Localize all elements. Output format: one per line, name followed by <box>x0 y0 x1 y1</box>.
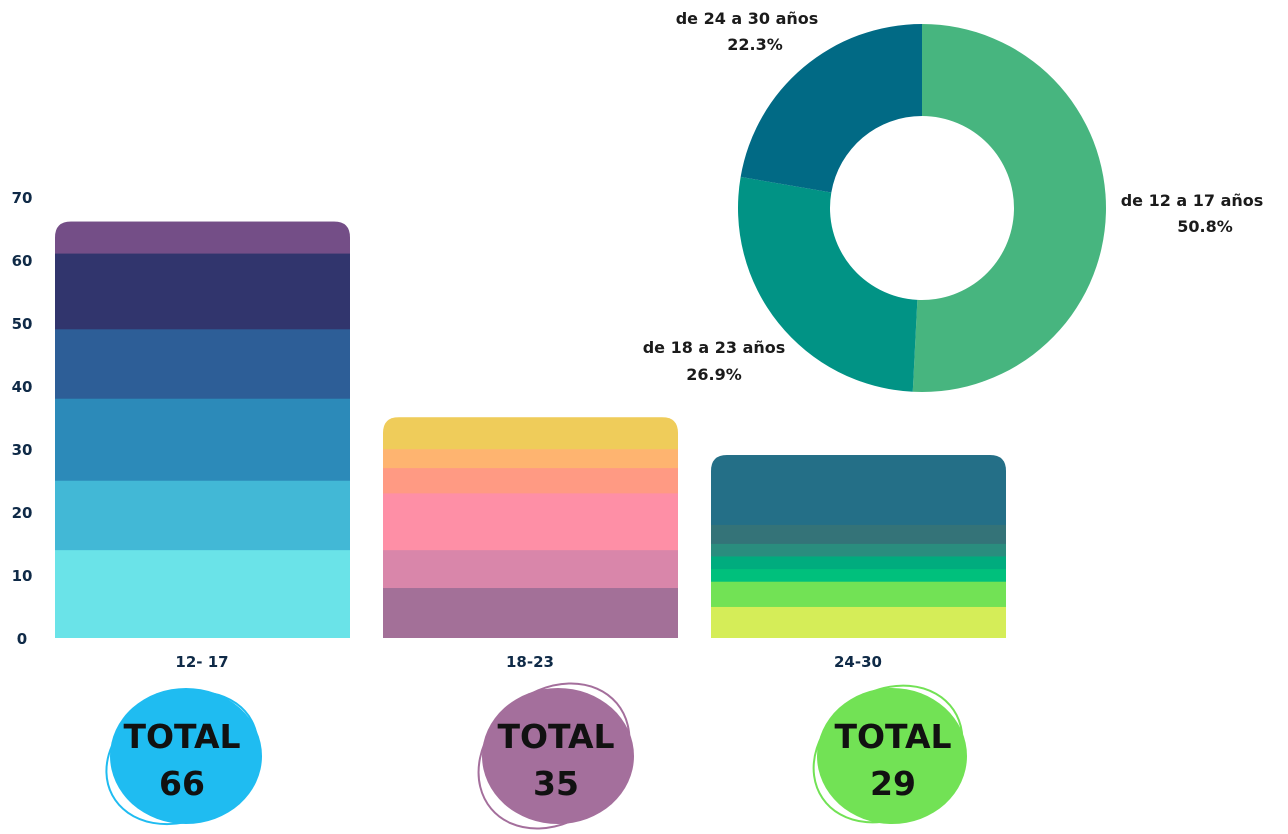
bar-segment-0-1 <box>55 480 350 551</box>
x-axis: 12- 17 18-23 24-30 <box>175 653 882 671</box>
y-tick-label-0: 0 <box>17 630 27 648</box>
bar-segment-2-3 <box>711 555 1006 570</box>
bar-segment-2-2 <box>711 568 1006 582</box>
bar-segment-0-4 <box>55 253 350 330</box>
slice-pct-24-30: 22.3% <box>727 35 783 54</box>
x-category-label-24-30: 24-30 <box>834 653 882 671</box>
y-tick-label-70: 70 <box>12 189 33 207</box>
bar-segment-2-0 <box>711 606 1006 638</box>
total-badge-24-30: TOTAL 29 <box>812 684 967 824</box>
y-tick-label-30: 30 <box>12 441 33 459</box>
donut-labels: de 12 a 17 años 50.8% de 18 a 23 años 26… <box>643 9 1264 384</box>
stacked-bar-12-17 <box>55 221 350 639</box>
y-tick-label-20: 20 <box>12 504 33 522</box>
slice-pct-18-23: 26.9% <box>686 365 742 384</box>
x-category-label-18-23: 18-23 <box>506 653 554 671</box>
total-badge-fill <box>817 688 967 824</box>
bar-segment-0-0 <box>55 549 350 639</box>
slice-label-12-17: de 12 a 17 años <box>1121 191 1264 210</box>
bar-segment-1-3 <box>383 467 678 494</box>
y-tick-label-50: 50 <box>12 315 33 333</box>
slice-label-18-23: de 18 a 23 años <box>643 338 786 357</box>
total-badge-value: 66 <box>159 764 205 803</box>
donut-chart <box>738 24 1106 392</box>
stacked-bar-24-30 <box>711 455 1006 638</box>
bar-segment-2-4 <box>711 543 1006 557</box>
y-tick-label-40: 40 <box>12 378 33 396</box>
bar-segment-1-4 <box>383 448 678 469</box>
total-badge-label: TOTAL <box>497 717 614 756</box>
y-tick-label-60: 60 <box>12 252 33 270</box>
total-badge-18-23: TOTAL 35 <box>477 682 634 830</box>
total-badge-fill <box>110 688 262 824</box>
total-badge-12-17: TOTAL 66 <box>105 688 262 826</box>
stacked-bar-18-23 <box>383 417 678 638</box>
total-badge-label: TOTAL <box>123 717 240 756</box>
slice-pct-12-17: 50.8% <box>1177 217 1233 236</box>
bar-segment-1-1 <box>383 549 678 589</box>
donut-slice-0 <box>912 24 1106 392</box>
bar-segment-2-1 <box>711 581 1006 607</box>
bar-segment-2-5 <box>711 524 1006 544</box>
bar-segment-0-2 <box>55 398 350 481</box>
slice-label-24-30: de 24 a 30 años <box>676 9 819 28</box>
bar-segment-1-0 <box>383 587 678 638</box>
bar-segment-0-5 <box>55 221 350 254</box>
bar-segment-0-3 <box>55 328 350 399</box>
y-tick-label-10: 10 <box>12 567 33 585</box>
bar-segment-1-5 <box>383 417 678 450</box>
total-badge-value: 35 <box>533 764 579 803</box>
bar-segment-2-6 <box>711 455 1006 525</box>
donut-slice-2 <box>740 24 922 193</box>
total-badge-label: TOTAL <box>834 717 951 756</box>
bar-segment-1-2 <box>383 492 678 551</box>
total-badge-value: 29 <box>870 764 916 803</box>
y-axis: 0 10 20 30 40 50 60 70 <box>12 189 33 648</box>
donut-slice-1 <box>738 176 918 392</box>
total-badge-fill <box>482 688 634 824</box>
stacked-bars <box>55 221 1006 639</box>
x-category-label-12-17: 12- 17 <box>175 653 228 671</box>
